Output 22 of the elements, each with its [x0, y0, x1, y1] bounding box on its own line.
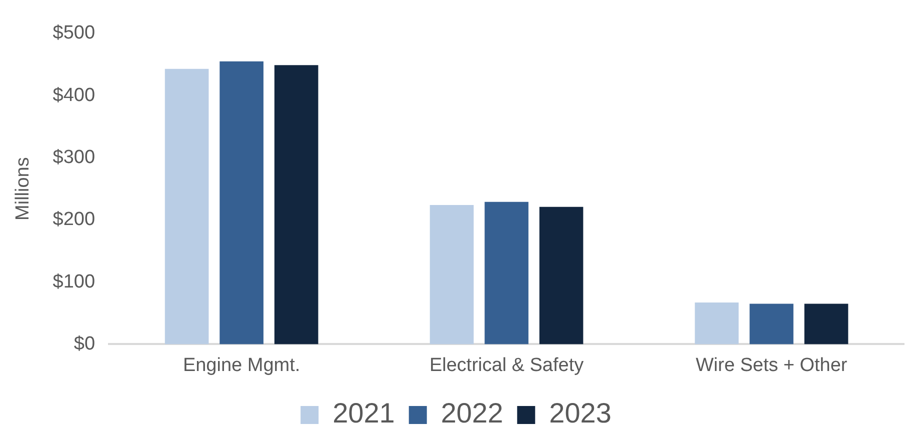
y-tick-label: $200 [52, 209, 96, 230]
legend-label: 2022 [440, 398, 504, 429]
x-tick-label: Engine Mgmt. [182, 354, 300, 376]
x-tick-label: Electrical & Safety [429, 354, 584, 376]
bar [274, 65, 318, 344]
bar [750, 304, 794, 344]
y-tick-label: $500 [52, 22, 96, 44]
bar [539, 206, 584, 344]
bar [430, 204, 474, 344]
y-tick-label: $300 [52, 146, 96, 168]
y-axis-title: Millions [12, 157, 34, 220]
bar [220, 61, 264, 344]
legend-label: 2021 [332, 398, 395, 429]
y-tick-label: $400 [52, 84, 96, 106]
legend-label: 2023 [549, 398, 612, 429]
bar [484, 202, 528, 344]
y-tick-label: $100 [52, 271, 96, 292]
y-tick-label: $0 [74, 333, 96, 354]
bar [694, 302, 739, 344]
x-tick-label: Wire Sets + Other [696, 354, 848, 376]
bar [164, 68, 209, 344]
bar [804, 304, 848, 344]
